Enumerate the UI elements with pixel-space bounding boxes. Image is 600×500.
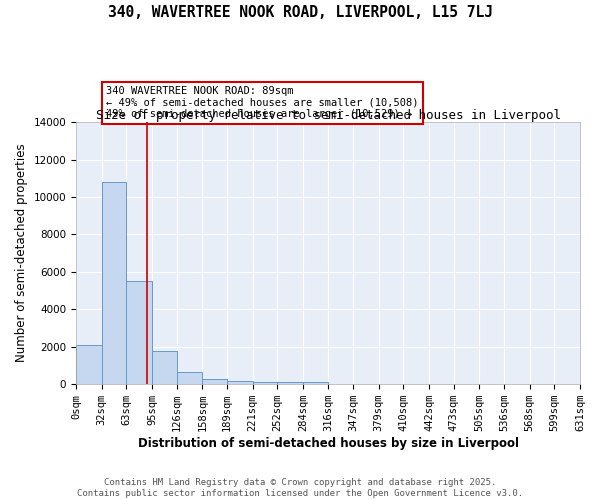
Bar <box>176 372 202 384</box>
Text: Contains HM Land Registry data © Crown copyright and database right 2025.
Contai: Contains HM Land Registry data © Crown c… <box>77 478 523 498</box>
Bar <box>253 382 277 384</box>
Bar <box>76 345 101 384</box>
Bar <box>152 352 176 384</box>
X-axis label: Distribution of semi-detached houses by size in Liverpool: Distribution of semi-detached houses by … <box>137 437 518 450</box>
Bar <box>202 379 227 384</box>
Bar <box>227 381 253 384</box>
Bar <box>303 382 328 384</box>
Title: Size of property relative to semi-detached houses in Liverpool: Size of property relative to semi-detach… <box>95 109 560 122</box>
Text: 340, WAVERTREE NOOK ROAD, LIVERPOOL, L15 7LJ: 340, WAVERTREE NOOK ROAD, LIVERPOOL, L15… <box>107 5 493 20</box>
Text: 340 WAVERTREE NOOK ROAD: 89sqm
← 49% of semi-detached houses are smaller (10,508: 340 WAVERTREE NOOK ROAD: 89sqm ← 49% of … <box>106 86 419 120</box>
Bar <box>277 382 303 384</box>
Bar <box>101 182 127 384</box>
Y-axis label: Number of semi-detached properties: Number of semi-detached properties <box>15 144 28 362</box>
Bar <box>127 281 152 384</box>
